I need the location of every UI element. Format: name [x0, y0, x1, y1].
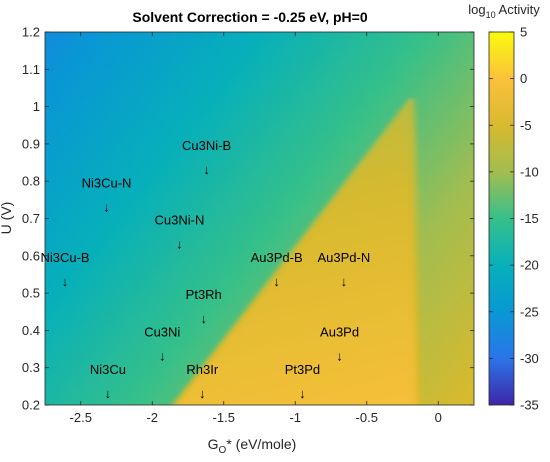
colorbar-tick-label: 0: [520, 71, 527, 86]
annotation-label: Pt3Pd: [285, 362, 320, 377]
x-tick-label: 0: [435, 410, 442, 425]
colorbar: [488, 31, 515, 406]
annotation-label: Au3Pd-N: [317, 250, 370, 265]
annotation-label: Ni3Cu: [90, 362, 126, 377]
colorbar-tick-label: -5: [520, 118, 532, 133]
annotation-label: Rh3Ir: [186, 362, 218, 377]
annotation-arrow: ↓: [273, 274, 280, 289]
x-tick-label: -2: [146, 410, 158, 425]
annotation-label: Au3Pd-B: [251, 250, 303, 265]
annotation-arrow: ↓: [103, 199, 110, 214]
annotation-label: Ni3Cu-B: [40, 250, 89, 265]
y-tick-label: 1: [33, 99, 40, 114]
y-tick-label: 0.7: [22, 211, 40, 226]
annotation-arrow: ↓: [341, 274, 348, 289]
y-tick-label: 0.4: [22, 323, 40, 338]
annotation-arrow: ↓: [62, 274, 69, 289]
colorbar-tick-label: -25: [520, 304, 539, 319]
annotation-arrow: ↓: [105, 386, 112, 401]
annotation-label: Au3Pd: [320, 325, 359, 340]
annotation-label: Ni3Cu-N: [82, 175, 132, 190]
annotation-arrow: ↓: [159, 349, 166, 364]
colorbar-ticks: 5 0 -5 -10 -15 -20 -25 -30 -35: [489, 25, 539, 413]
x-axis: -2.5 -2 -1.5 -1 -0.5 0: [70, 32, 442, 425]
y-tick-label: 0.6: [22, 248, 40, 263]
colorbar-tick-label: -15: [520, 211, 539, 226]
x-tick-label: -2.5: [70, 410, 92, 425]
annotation-label: Cu3Ni-B: [182, 138, 231, 153]
y-tick-label: 0.5: [22, 286, 40, 301]
y-tick-label: 0.9: [22, 136, 40, 151]
y-tick-label: 0.2: [22, 398, 40, 413]
y-axis: 0.2 0.3 0.4 0.5 0.6 0.7 0.8 0.9 1 1.1 1.2: [22, 25, 474, 413]
x-tick-label: -0.5: [356, 410, 378, 425]
colorbar-tick-label: -30: [520, 351, 539, 366]
x-tick-label: -1.5: [213, 410, 235, 425]
annotation-layer: ↓ Cu3Ni-B ↓ Ni3Cu-N ↓ Cu3Ni-N ↓ Ni3Cu-B ↓ Au3Pd-B…: [40, 138, 370, 401]
chart-title: Solvent Correction = -0.25 eV, pH=0: [132, 9, 367, 25]
y-tick-label: 1.2: [22, 25, 40, 40]
annotation-arrow: ↓: [299, 386, 306, 401]
colorbar-label: log10 Activity: [468, 2, 540, 20]
colorbar-tick-label: -35: [520, 398, 539, 413]
annotation-arrow: ↓: [336, 349, 343, 364]
x-axis-label: GO* (eV/mole): [208, 436, 297, 456]
colorbar-tick-label: -10: [520, 164, 539, 179]
annotation-arrow: ↓: [200, 311, 207, 326]
colorbar-tick-label: 5: [520, 25, 527, 40]
heatmap-image: [45, 32, 474, 405]
annotation-label: Cu3Ni-N: [154, 213, 204, 228]
colorbar-tick-label: -20: [520, 258, 539, 273]
y-axis-label: U (V): [0, 202, 14, 235]
x-tick-label: -1: [289, 410, 301, 425]
annotation-arrow: ↓: [176, 237, 183, 252]
annotation-arrow: ↓: [199, 386, 206, 401]
annotation-arrow: ↓: [203, 162, 210, 177]
y-tick-label: 0.3: [22, 360, 40, 375]
y-tick-label: 1.1: [22, 62, 40, 77]
annotation-label: Pt3Rh: [186, 287, 222, 302]
annotation-label: Cu3Ni: [144, 325, 180, 340]
heatmap-area: [45, 32, 474, 405]
y-tick-label: 0.8: [22, 174, 40, 189]
